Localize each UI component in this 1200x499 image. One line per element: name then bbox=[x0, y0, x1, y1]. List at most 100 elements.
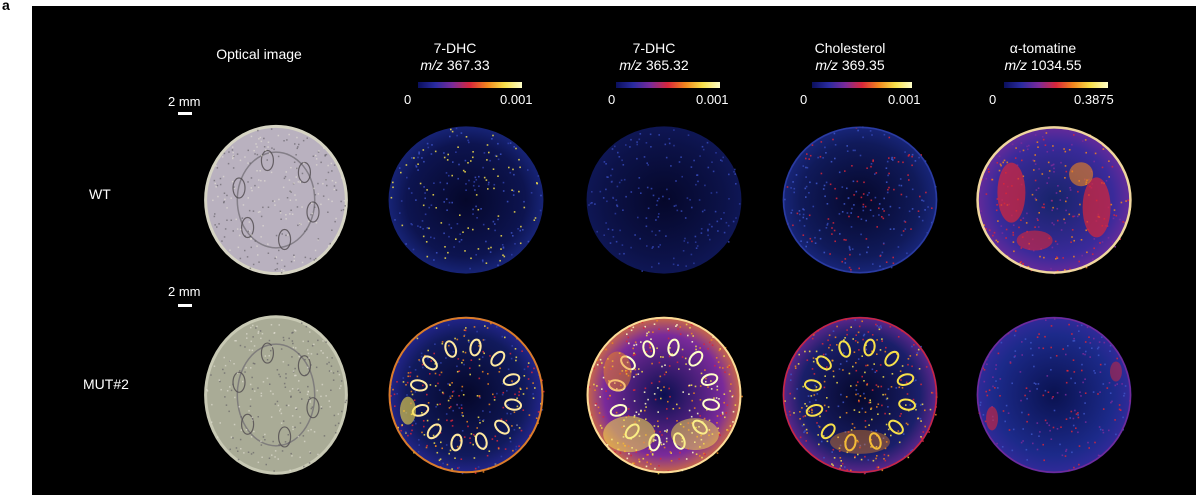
texture-dot bbox=[214, 224, 216, 226]
signal-pixel bbox=[889, 205, 892, 208]
texture-dot bbox=[260, 215, 263, 218]
signal-pixel bbox=[451, 468, 453, 470]
signal-pixel bbox=[510, 413, 512, 415]
signal-pixel bbox=[513, 411, 516, 413]
signal-pixel bbox=[1084, 139, 1087, 141]
signal-pixel bbox=[871, 418, 873, 421]
signal-pixel bbox=[719, 434, 721, 437]
signal-pixel bbox=[808, 401, 811, 403]
signal-pixel bbox=[542, 390, 545, 393]
signal-pixel bbox=[879, 349, 882, 351]
signal-pixel bbox=[673, 205, 676, 207]
texture-dot bbox=[338, 373, 341, 376]
signal-pixel bbox=[632, 347, 634, 350]
texture-dot bbox=[268, 457, 271, 459]
seed bbox=[306, 201, 320, 223]
signal-region bbox=[986, 406, 999, 431]
signal-pixel bbox=[720, 159, 722, 161]
signal-pixel bbox=[406, 176, 408, 179]
signal-pixel bbox=[875, 384, 878, 386]
signal-pixel bbox=[699, 347, 701, 349]
texture-dot bbox=[299, 391, 301, 394]
signal-pixel bbox=[872, 215, 875, 217]
signal-pixel bbox=[1052, 163, 1055, 166]
texture-dot bbox=[223, 356, 225, 359]
signal-pixel bbox=[426, 142, 429, 145]
row-label-mut: MUT#2 bbox=[83, 376, 129, 392]
signal-pixel bbox=[1012, 234, 1015, 236]
signal-pixel bbox=[413, 157, 415, 159]
signal-pixel bbox=[710, 380, 712, 382]
seed-hotspot bbox=[609, 404, 628, 417]
texture-dot bbox=[297, 181, 300, 183]
signal-pixel bbox=[475, 205, 477, 208]
signal-pixel bbox=[901, 365, 904, 367]
signal-pixel bbox=[658, 465, 660, 467]
texture-dot bbox=[250, 238, 252, 240]
signal-pixel bbox=[885, 346, 887, 349]
signal-pixel bbox=[1065, 418, 1068, 420]
signal-pixel bbox=[1047, 161, 1050, 164]
signal-pixel bbox=[513, 173, 515, 176]
signal-pixel bbox=[1025, 448, 1028, 451]
signal-pixel bbox=[862, 338, 864, 341]
signal-pixel bbox=[540, 402, 542, 405]
signal-pixel bbox=[668, 355, 671, 358]
texture-dot bbox=[253, 430, 255, 433]
signal-pixel bbox=[647, 207, 650, 210]
seed bbox=[240, 216, 255, 239]
signal-pixel bbox=[1024, 338, 1027, 340]
signal-pixel bbox=[826, 366, 828, 368]
texture-dot bbox=[340, 209, 343, 212]
signal-pixel bbox=[485, 262, 488, 264]
texture-dot bbox=[307, 340, 309, 343]
signal-pixel bbox=[808, 214, 811, 217]
signal-pixel bbox=[805, 185, 808, 188]
signal-pixel bbox=[703, 452, 705, 455]
signal-pixel bbox=[851, 423, 854, 425]
texture-dot bbox=[273, 200, 276, 202]
signal-pixel bbox=[472, 213, 474, 215]
signal-pixel bbox=[621, 159, 623, 162]
signal-pixel bbox=[857, 441, 859, 443]
texture-dot bbox=[295, 408, 298, 410]
texture-dot bbox=[260, 444, 263, 446]
signal-pixel bbox=[511, 345, 513, 347]
texture-dot bbox=[257, 211, 260, 213]
signal-pixel bbox=[495, 326, 498, 328]
signal-pixel bbox=[867, 331, 870, 333]
signal-pixel bbox=[935, 413, 937, 416]
signal-pixel bbox=[415, 199, 417, 201]
texture-dot bbox=[293, 256, 296, 258]
signal-pixel bbox=[462, 350, 464, 353]
signal-pixel bbox=[640, 410, 642, 413]
texture-dot bbox=[314, 206, 316, 208]
signal-pixel bbox=[467, 339, 470, 342]
signal-pixel bbox=[444, 246, 446, 248]
colorbar-max-label: 0.001 bbox=[500, 92, 533, 107]
texture-dot bbox=[307, 399, 310, 401]
signal-pixel bbox=[486, 454, 489, 457]
signal-pixel bbox=[1037, 226, 1040, 228]
signal-pixel bbox=[826, 224, 829, 226]
signal-pixel bbox=[877, 466, 879, 469]
signal-pixel bbox=[817, 434, 819, 436]
signal-pixel bbox=[507, 368, 510, 371]
signal-pixel bbox=[644, 325, 646, 328]
signal-pixel bbox=[857, 381, 859, 383]
signal-pixel bbox=[903, 220, 906, 222]
signal-pixel bbox=[808, 350, 811, 353]
signal-pixel bbox=[433, 327, 436, 329]
signal-pixel bbox=[1033, 160, 1036, 162]
signal-pixel bbox=[511, 425, 513, 427]
signal-pixel bbox=[817, 425, 820, 427]
signal-region bbox=[1109, 361, 1122, 382]
signal-pixel bbox=[456, 338, 459, 341]
signal-pixel bbox=[790, 187, 792, 189]
signal-pixel bbox=[679, 333, 682, 335]
signal-pixel bbox=[667, 400, 669, 403]
signal-pixel bbox=[657, 387, 659, 389]
texture-dot bbox=[214, 213, 216, 215]
signal-pixel bbox=[411, 424, 414, 427]
signal-pixel bbox=[848, 372, 851, 375]
